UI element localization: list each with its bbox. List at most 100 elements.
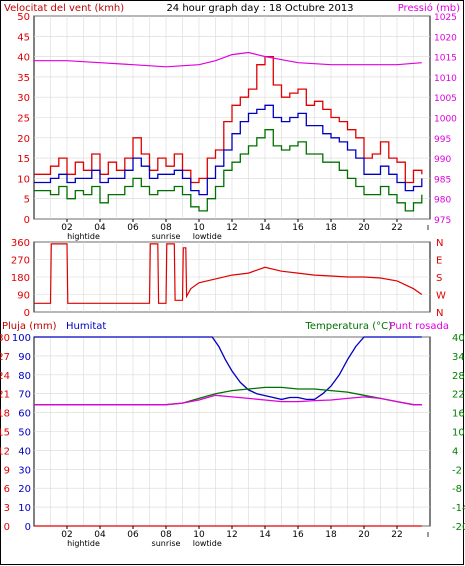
rain-axis-label-30: 30 — [0, 333, 10, 344]
pressure-label: Pressió (mb) — [398, 2, 460, 14]
x-tick-label-08: 08 — [160, 223, 172, 233]
series-wind_min — [34, 129, 423, 212]
direction-axis-label-270: 270 — [11, 256, 30, 267]
humidity-axis-label-70: 70 — [18, 390, 31, 401]
rain-axis-label-24: 24 — [0, 371, 10, 382]
x-tick-label-16: 16 — [292, 223, 304, 233]
x-tick-label-12: 12 — [226, 530, 237, 540]
humidity-label: Humitat — [66, 321, 106, 332]
humidity-axis-label-40: 40 — [18, 446, 31, 457]
rain-axis-label-15: 15 — [0, 428, 10, 439]
temp-axis-label--8: -8 — [452, 484, 462, 495]
humidity-axis-label-30: 30 — [18, 465, 31, 476]
compass-label-N: N — [436, 238, 443, 249]
temp-axis-label-28: 28 — [452, 371, 465, 382]
x-tick-label-18: 18 — [325, 223, 337, 233]
pressure-axis-label-980: 980 — [434, 196, 451, 206]
humidity-axis-label-10: 10 — [18, 503, 31, 514]
rain-axis-label-21: 21 — [0, 390, 10, 401]
rain-axis-label-9: 9 — [4, 465, 10, 476]
temp-axis-label--2: -2 — [452, 465, 462, 476]
x-marker-sunrise: sunrise — [152, 539, 181, 548]
wind-axis-label-5: 5 — [24, 195, 30, 206]
rain-axis-label-27: 27 — [0, 352, 10, 363]
wind-axis-label-10: 10 — [17, 174, 30, 185]
wind-axis-label-20: 20 — [17, 134, 30, 145]
compass-label-E: E — [436, 256, 442, 267]
humidity-axis-label-50: 50 — [18, 428, 31, 439]
x-tick-label-06: 06 — [127, 223, 139, 233]
x-tick-label-12: 12 — [226, 223, 237, 233]
direction-axis-label-90: 90 — [17, 291, 30, 302]
dewpoint-label: Punt rosada — [390, 321, 449, 332]
temperature-label: Temperatura (°C) — [304, 321, 392, 332]
series-pressure — [34, 51, 422, 68]
wind-axis-label-40: 40 — [17, 53, 30, 64]
x-marker-hightide: hightide — [67, 539, 100, 548]
humidity-axis-label-0: 0 — [25, 522, 31, 533]
direction-axis-label-180: 180 — [11, 273, 30, 284]
pressure-axis-label-995: 995 — [434, 135, 451, 145]
temp-axis-label-16: 16 — [452, 409, 465, 420]
humidity-axis-label-20: 20 — [18, 484, 31, 495]
rain-axis-label-18: 18 — [0, 409, 10, 420]
pressure-axis-label-1025: 1025 — [434, 13, 457, 23]
x-tick-label-04: 04 — [94, 223, 106, 233]
rain-axis-label-12: 12 — [0, 446, 10, 457]
temp-axis-label-40: 40 — [452, 333, 465, 344]
wind-axis-label-25: 25 — [17, 114, 30, 125]
x-tick-label-10: 10 — [193, 223, 205, 233]
x-end-tick: ı — [427, 223, 430, 233]
temp-axis-label--20: -20 — [452, 522, 465, 533]
compass-label-S: S — [436, 273, 442, 284]
rain-axis-label-3: 3 — [4, 503, 10, 514]
wind-axis-label-15: 15 — [17, 154, 30, 165]
wind-speed-label: Velocitat del vent (kmh) — [4, 3, 124, 14]
pressure-axis-label-975: 975 — [434, 216, 451, 226]
temp-axis-label--14: -14 — [452, 503, 465, 514]
wind-axis-label-35: 35 — [17, 73, 30, 84]
direction-axis-label-360: 360 — [11, 238, 30, 249]
pressure-axis-label-1020: 1020 — [434, 33, 457, 43]
x-marker-lowtide: lowtide — [193, 539, 222, 548]
x-marker-lowtide: lowtide — [193, 232, 222, 241]
series-humidity — [34, 336, 422, 401]
humidity-axis-label-90: 90 — [18, 352, 31, 363]
wind-axis-label-50: 50 — [17, 12, 30, 23]
pressure-axis-label-1000: 1000 — [434, 115, 457, 125]
pressure-axis-label-1005: 1005 — [434, 94, 457, 104]
wind-axis-label-30: 30 — [17, 93, 30, 104]
x-tick-label-22: 22 — [391, 530, 402, 540]
x-tick-label-16: 16 — [292, 530, 304, 540]
x-tick-label-18: 18 — [325, 530, 337, 540]
temp-axis-label-10: 10 — [452, 428, 465, 439]
x-tick-label-08: 08 — [160, 530, 172, 540]
x-tick-label-20: 20 — [358, 530, 370, 540]
compass-label-W: W — [436, 291, 446, 302]
pressure-axis-label-1010: 1010 — [434, 74, 457, 84]
temp-axis-label-34: 34 — [452, 352, 465, 363]
x-tick-label-02: 02 — [61, 223, 72, 233]
pressure-axis-label-990: 990 — [434, 155, 451, 165]
x-tick-label-10: 10 — [193, 530, 205, 540]
x-tick-label-20: 20 — [358, 223, 370, 233]
wind-axis-label-45: 45 — [17, 32, 30, 43]
series-direction — [34, 243, 423, 304]
rain-label: Pluja (mm) — [2, 321, 57, 332]
pressure-axis-label-1015: 1015 — [434, 54, 457, 64]
rain-axis-label-6: 6 — [4, 484, 10, 495]
series-dewpoint — [34, 394, 422, 406]
x-tick-label-14: 14 — [259, 223, 271, 233]
temp-axis-label-4: 4 — [452, 446, 458, 457]
direction-axis-label-0: 0 — [24, 308, 30, 319]
temp-axis-label-22: 22 — [452, 390, 465, 401]
pressure-axis-label-985: 985 — [434, 175, 451, 185]
x-end-tick: ı — [427, 530, 430, 540]
series-gust — [34, 55, 423, 184]
chart-title: 24 hour graph day : 18 Octubre 2013 — [166, 3, 353, 14]
humidity-axis-label-60: 60 — [18, 409, 31, 420]
x-tick-label-04: 04 — [94, 530, 106, 540]
x-marker-sunrise: sunrise — [152, 232, 181, 241]
x-tick-label-22: 22 — [391, 223, 402, 233]
